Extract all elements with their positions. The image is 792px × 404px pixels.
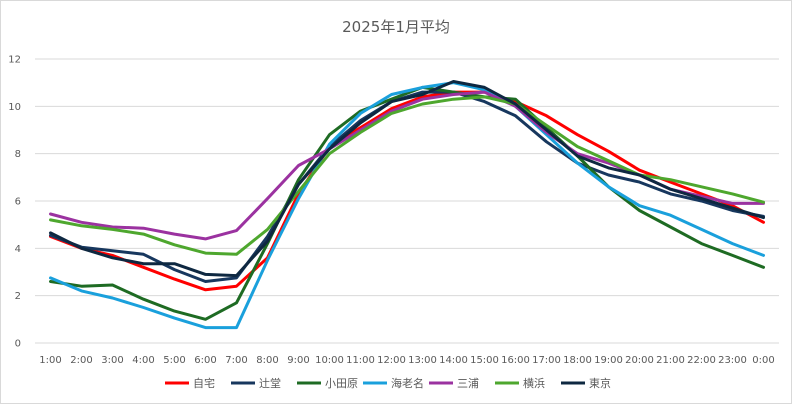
x-tick-label: 23:00 bbox=[718, 355, 747, 366]
series-line-7 bbox=[49, 80, 765, 278]
chart-title: 2025年1月平均 bbox=[342, 18, 450, 36]
series-lines bbox=[49, 80, 765, 330]
x-tick-label: 17:00 bbox=[532, 355, 561, 366]
y-tick-label: 2 bbox=[15, 291, 21, 302]
x-tick-label: 8:00 bbox=[256, 355, 278, 366]
legend-label: 海老名 bbox=[391, 376, 424, 390]
x-tick-label: 13:00 bbox=[408, 355, 437, 366]
y-axis-tick-labels: 0 2 4 6 8 10 12 bbox=[8, 55, 21, 350]
y-tick-label: 4 bbox=[15, 244, 21, 255]
x-tick-label: 7:00 bbox=[225, 355, 247, 366]
legend-label: 小田原 bbox=[325, 377, 358, 390]
x-tick-label: 10:00 bbox=[315, 355, 344, 366]
y-tick-label: 0 bbox=[15, 339, 21, 350]
y-tick-label: 8 bbox=[15, 149, 21, 160]
series-line-5 bbox=[49, 90, 765, 241]
x-tick-label: 18:00 bbox=[563, 355, 592, 366]
x-tick-label: 1:00 bbox=[39, 355, 61, 366]
y-tick-label: 12 bbox=[8, 55, 21, 66]
series-line-2 bbox=[49, 90, 765, 283]
x-tick-label: 15:00 bbox=[470, 355, 499, 366]
x-tick-label: 0:00 bbox=[752, 355, 774, 366]
legend-item: 辻堂 bbox=[231, 376, 281, 390]
legend-label: 横浜 bbox=[523, 376, 545, 390]
x-tick-label: 4:00 bbox=[132, 355, 154, 366]
x-tick-label: 11:00 bbox=[346, 355, 375, 366]
x-tick-label: 2:00 bbox=[70, 355, 92, 366]
legend-item: 海老名 bbox=[363, 376, 424, 390]
x-tick-label: 21:00 bbox=[656, 355, 685, 366]
legend-label: 辻堂 bbox=[259, 376, 281, 390]
x-tick-label: 20:00 bbox=[625, 355, 654, 366]
legend-item: 横浜 bbox=[495, 376, 545, 390]
x-tick-label: 9:00 bbox=[287, 355, 309, 366]
legend-label: 自宅 bbox=[193, 376, 215, 390]
legend-item: 三浦 bbox=[429, 377, 479, 390]
x-tick-label: 3:00 bbox=[101, 355, 123, 366]
legend-item: 東京 bbox=[561, 376, 611, 390]
legend-item: 小田原 bbox=[297, 377, 358, 390]
series-line-1 bbox=[49, 90, 765, 292]
legend-item: 自宅 bbox=[165, 376, 215, 390]
x-tick-label: 6:00 bbox=[194, 355, 216, 366]
legend-label: 三浦 bbox=[457, 377, 479, 390]
x-tick-label: 16:00 bbox=[501, 355, 530, 366]
legend-label: 東京 bbox=[589, 376, 611, 390]
x-tick-label: 14:00 bbox=[439, 355, 468, 366]
legend: 自宅 辻堂 小田原 海老名 三浦 横浜 東京 bbox=[165, 376, 611, 390]
series-line-4 bbox=[49, 81, 765, 330]
y-tick-label: 6 bbox=[15, 197, 21, 208]
y-tick-label: 10 bbox=[8, 102, 21, 113]
x-tick-label: 22:00 bbox=[687, 355, 716, 366]
x-tick-label: 19:00 bbox=[594, 355, 623, 366]
series-line-3 bbox=[49, 85, 765, 321]
x-tick-label: 5:00 bbox=[163, 355, 185, 366]
x-tick-label: 12:00 bbox=[377, 355, 406, 366]
x-axis-tick-labels: 1:00 2:00 3:00 4:00 5:00 6:00 7:00 8:00 9:00 10:0… bbox=[39, 355, 774, 366]
